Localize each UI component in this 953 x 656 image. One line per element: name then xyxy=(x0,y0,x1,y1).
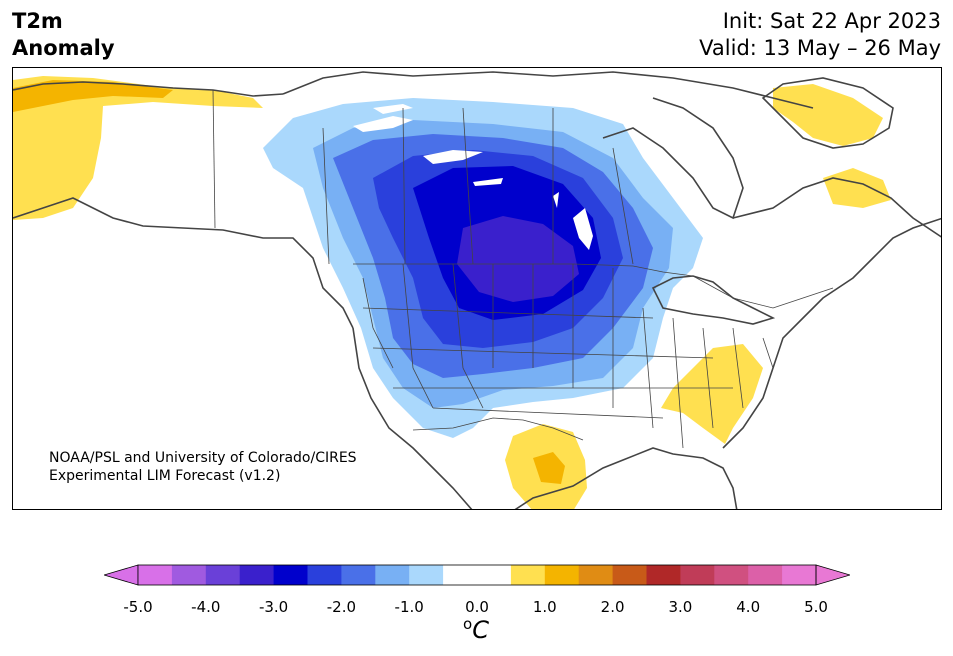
colorbar-tick-label: 5.0 xyxy=(804,598,828,616)
init-date: Init: Sat 22 Apr 2023 xyxy=(722,9,941,33)
degree-superscript: o xyxy=(463,615,473,633)
colorbar-cell xyxy=(409,565,444,585)
colorbar-cell xyxy=(273,565,308,585)
reindeer-lake xyxy=(473,178,503,186)
colorbar-cell xyxy=(748,565,783,585)
colorbar-tick-label: 0.0 xyxy=(465,598,489,616)
colorbar-tick-label: 4.0 xyxy=(736,598,761,616)
southeast-warm-area xyxy=(661,344,763,444)
outlines xyxy=(13,71,941,509)
colorbar-over-triangle xyxy=(815,564,850,586)
colorbar-cell xyxy=(612,565,647,585)
political-borders xyxy=(212,89,834,449)
colorbar-tick-label: 3.0 xyxy=(668,598,693,616)
title-line-1: T2m xyxy=(12,9,63,33)
colorbar-cell xyxy=(341,565,376,585)
lake-athabasca xyxy=(423,150,483,164)
title-line-2: Anomaly xyxy=(12,36,115,60)
colorbar xyxy=(104,564,850,586)
colorbar-cell xyxy=(375,565,410,585)
colorbar-under-triangle xyxy=(104,564,139,586)
texas-warm-core xyxy=(533,452,565,484)
alaska-canada-border xyxy=(212,89,216,229)
us-canada-border xyxy=(353,263,834,309)
map-canvas xyxy=(13,71,941,509)
anomaly-map xyxy=(12,67,942,510)
pacific-coast xyxy=(352,327,473,509)
quebec-warm-area xyxy=(823,168,891,208)
atlantic-coast xyxy=(722,217,941,449)
great-bear-lake xyxy=(373,104,413,114)
labrador-coast xyxy=(732,177,941,238)
colorbar-cell xyxy=(714,565,749,585)
map-title: T2m Anomaly xyxy=(12,8,115,62)
colorbar-cell xyxy=(782,565,817,585)
greenland-coast xyxy=(761,77,894,149)
colorbar-tick-label: 1.0 xyxy=(532,598,557,616)
alaska-warm-core xyxy=(13,80,173,112)
alaska-coast xyxy=(13,81,354,329)
colorbar-tick-label: -3.0 xyxy=(258,598,289,616)
warm-anomaly-areas xyxy=(13,76,891,509)
colorbar-cell xyxy=(443,565,478,585)
great-lakes xyxy=(651,275,776,325)
colorbar-cell xyxy=(138,565,173,585)
cold-level-6 xyxy=(457,216,579,302)
colorbar-cell xyxy=(510,565,546,585)
lake-winnipegosis xyxy=(553,192,559,208)
valid-range: Valid: 13 May – 26 May xyxy=(699,36,941,60)
forecast-dates: Init: Sat 22 Apr 2023 Valid: 13 May – 26… xyxy=(699,8,941,62)
colorbar-cell xyxy=(477,565,512,585)
colorbar-tick-label: -2.0 xyxy=(326,598,357,616)
colorbar-cell xyxy=(239,565,275,585)
credit-text: NOAA/PSL and University of Colorado/CIRE… xyxy=(49,449,357,485)
cold-anomaly-areas xyxy=(263,98,703,438)
colorbar-unit: oC xyxy=(463,615,489,644)
great-slave-lake xyxy=(353,116,413,132)
colorbar-cell xyxy=(171,565,207,585)
credit-line-2: Experimental LIM Forecast (v1.2) xyxy=(49,468,281,484)
state-lines-east xyxy=(612,268,774,449)
gulf-coast xyxy=(514,447,738,509)
arctic-coast xyxy=(282,71,814,109)
colorbar-frame xyxy=(137,564,817,586)
colorbar-cell xyxy=(646,565,681,585)
colorbar-tick-label: -1.0 xyxy=(394,598,424,616)
colorbar-cell xyxy=(680,565,715,585)
colorbar-tick-label: 2.0 xyxy=(600,598,625,616)
lakes xyxy=(353,104,593,250)
state-lines-horizontal xyxy=(362,307,733,419)
credit-line-1: NOAA/PSL and University of Colorado/CIRE… xyxy=(49,450,357,466)
alaska-warm-area xyxy=(13,76,263,220)
colorbar-tick-label: -4.0 xyxy=(191,598,221,616)
colorbar-cell xyxy=(205,565,241,585)
us-mexico-border xyxy=(412,417,584,441)
colorbar-cell xyxy=(578,565,614,585)
colorbar-cell xyxy=(307,565,342,585)
lake-winnipeg xyxy=(573,208,593,250)
province-lines xyxy=(322,107,634,265)
state-lines-west xyxy=(362,263,574,409)
greenland-warm-area xyxy=(773,84,883,146)
colorbar-cell xyxy=(544,565,580,585)
unit-letter: C xyxy=(472,616,489,644)
colorbar-tick-label: -5.0 xyxy=(123,598,153,616)
